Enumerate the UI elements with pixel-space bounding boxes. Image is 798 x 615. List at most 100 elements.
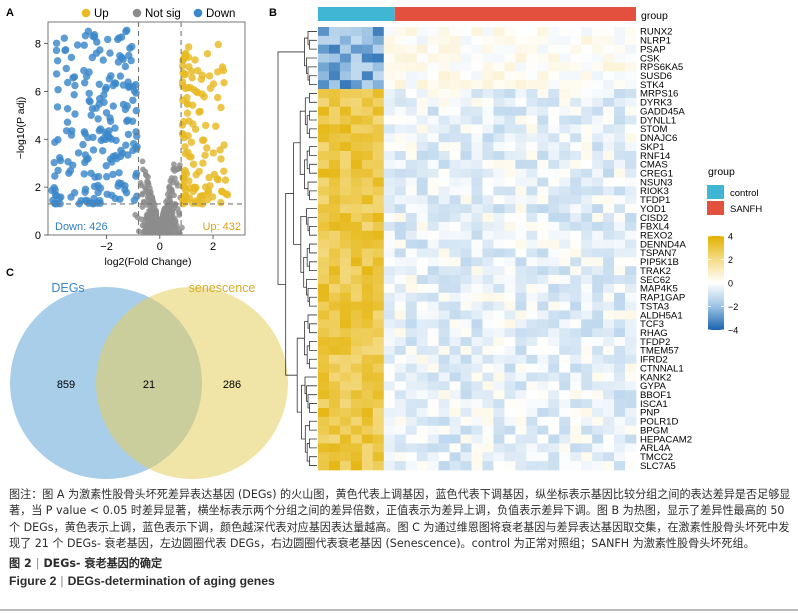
heatmap-cell: [493, 221, 505, 232]
heatmap-cell: [537, 452, 549, 462]
heatmap-cell: [383, 257, 396, 267]
heatmap-cell: [339, 266, 352, 276]
heatmap-cell: [548, 89, 560, 99]
heatmap-cell: [515, 115, 527, 125]
heatmap-cell: [548, 301, 560, 311]
heatmap-cell: [537, 310, 549, 320]
heatmap-cell: [361, 133, 374, 143]
heatmap-cell: [449, 461, 461, 471]
heatmap-cell: [361, 443, 374, 453]
heatmap-cell: [350, 106, 363, 116]
heatmap-cell: [581, 44, 593, 54]
volcano-point: [174, 231, 180, 235]
heatmap-cell: [537, 35, 549, 46]
volcano-point: [147, 205, 154, 212]
heatmap-cell: [614, 354, 626, 365]
volcano-point: [52, 39, 61, 47]
heatmap-cell: [493, 71, 505, 81]
gene-label: ALDH5A1: [640, 310, 683, 321]
heatmap-cell: [592, 53, 604, 63]
volcano-point: [115, 169, 123, 177]
heatmap-cell: [603, 177, 615, 187]
heatmap-cell: [438, 283, 450, 294]
heatmap-cell: [372, 310, 385, 320]
heatmap-cell: [471, 44, 483, 54]
heatmap-cell: [504, 53, 516, 63]
volcano-point: [129, 96, 137, 105]
heatmap-cell: [361, 319, 374, 329]
heatmap-cell: [460, 221, 472, 232]
gene-label: TFDP1: [640, 195, 670, 206]
heatmap-cell: [449, 124, 461, 134]
heatmap-cell: [581, 407, 593, 418]
gene-label: SKP1: [640, 142, 665, 153]
heatmap-cell: [383, 151, 396, 161]
heatmap-cell: [603, 399, 615, 409]
heatmap-cell: [570, 381, 582, 391]
heatmap-cell: [570, 195, 582, 205]
heatmap-cell: [493, 328, 505, 338]
heatmap-cell: [537, 89, 549, 99]
heatmap-cell: [350, 71, 363, 81]
heatmap-cell: [482, 159, 494, 170]
heatmap-cell: [416, 239, 429, 249]
heatmap-cell: [570, 266, 582, 276]
heatmap-cell: [438, 27, 450, 37]
heatmap-cell: [394, 27, 407, 37]
heatmap-cell: [548, 407, 560, 418]
volcano-point: [204, 189, 212, 197]
heatmap-cell: [581, 390, 593, 400]
volcano-point: [95, 80, 104, 89]
volcano-point: [198, 71, 206, 79]
heatmap-cell: [339, 177, 352, 187]
heatmap-cell: [361, 416, 374, 427]
heatmap-cell: [603, 319, 615, 329]
heatmap-cell: [350, 115, 363, 125]
heatmap-cell: [372, 71, 385, 81]
heatmap-cell: [537, 328, 549, 338]
heatmap-cell: [625, 44, 637, 54]
heatmap-cell: [449, 266, 461, 276]
heatmap-cell: [625, 213, 637, 223]
volcano-point: [122, 141, 130, 149]
heatmap-cell: [350, 452, 363, 462]
venn-count-intersection: 21: [143, 379, 155, 391]
dendrogram-branch: [296, 337, 305, 413]
heatmap-cell: [318, 221, 330, 232]
heatmap-cell: [537, 301, 549, 311]
heatmap-cell: [416, 354, 429, 365]
heatmap-cell: [318, 390, 330, 400]
heatmap-cell: [449, 186, 461, 196]
heatmap-cell: [372, 133, 385, 143]
heatmap-cell: [482, 257, 494, 267]
heatmap-cell: [493, 319, 505, 329]
heatmap-cell: [339, 407, 352, 418]
heatmap-cell: [460, 186, 472, 196]
color-scale-bar: [708, 236, 724, 330]
heatmap-cell: [504, 363, 516, 373]
heatmap-cell: [328, 390, 341, 400]
volcano-point: [184, 148, 192, 157]
heatmap-cell: [548, 416, 560, 427]
y-tick-label: 6: [35, 86, 41, 98]
heatmap-cell: [361, 27, 374, 37]
heatmap-cell: [328, 283, 341, 294]
heatmap-cell: [416, 89, 429, 99]
heatmap-cell: [515, 168, 527, 178]
heatmap-cell: [350, 204, 363, 214]
heatmap-cell: [504, 230, 516, 240]
heatmap-cell: [394, 177, 407, 187]
heatmap-cell: [350, 35, 363, 46]
heatmap-cell: [526, 213, 538, 223]
volcano-point: [173, 222, 180, 229]
heatmap-cell: [394, 142, 407, 152]
heatmap-cell: [548, 151, 560, 161]
heatmap-cell: [438, 461, 450, 471]
heatmap-cell: [394, 44, 407, 54]
dendrogram-branch: [309, 163, 317, 174]
volcano-point: [85, 89, 93, 98]
heatmap-cell: [493, 266, 505, 276]
heatmap-cell: [328, 213, 341, 223]
venn-count-degs-only: 859: [57, 379, 75, 391]
volcano-point: [191, 125, 200, 133]
